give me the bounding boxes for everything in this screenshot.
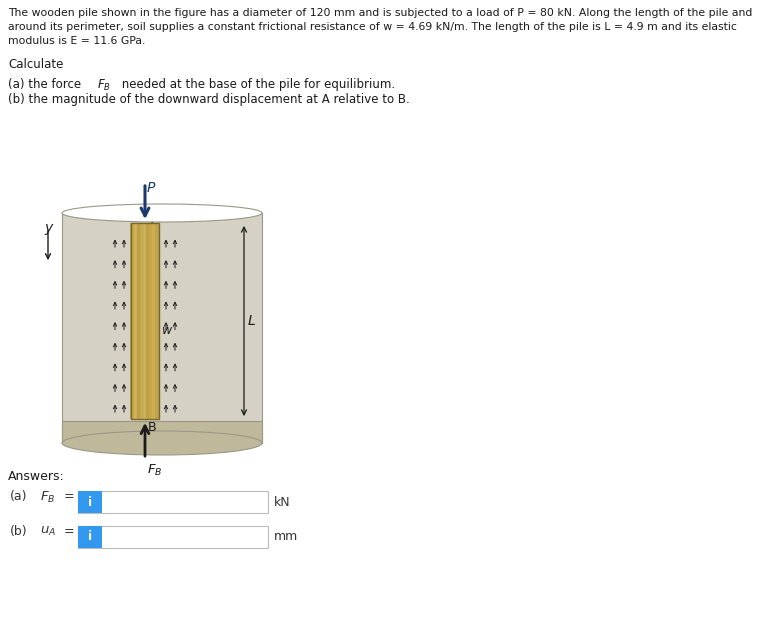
Text: (b): (b) — [10, 525, 28, 538]
Text: kN: kN — [274, 496, 291, 508]
Text: $u_A$: $u_A$ — [40, 525, 56, 538]
Text: around its perimeter, soil supplies a constant frictional resistance of w = 4.69: around its perimeter, soil supplies a co… — [8, 22, 737, 32]
Text: A: A — [148, 221, 157, 234]
Ellipse shape — [62, 431, 262, 455]
Text: $F_B$: $F_B$ — [147, 463, 162, 478]
Bar — [78, 526, 268, 548]
Bar — [62, 213, 262, 443]
Text: Answers:: Answers: — [8, 470, 65, 483]
Text: w: w — [162, 324, 172, 338]
Text: mm: mm — [274, 531, 298, 543]
Bar — [62, 421, 262, 443]
Text: $F_B$: $F_B$ — [40, 490, 55, 505]
Text: needed at the base of the pile for equilibrium.: needed at the base of the pile for equil… — [118, 78, 395, 91]
Text: B: B — [148, 421, 157, 434]
Text: (b) the magnitude of the downward displacement at A relative to B.: (b) the magnitude of the downward displa… — [8, 93, 410, 106]
Text: =: = — [64, 525, 75, 538]
Text: P: P — [147, 181, 155, 195]
Text: The wooden pile shown in the figure has a diameter of 120 mm and is subjected to: The wooden pile shown in the figure has … — [8, 8, 752, 18]
Bar — [78, 491, 268, 513]
Text: modulus is E = 11.6 GPa.: modulus is E = 11.6 GPa. — [8, 36, 145, 46]
Text: y: y — [44, 221, 52, 235]
Bar — [78, 491, 102, 513]
Text: (a) the force: (a) the force — [8, 78, 85, 91]
Text: =: = — [64, 490, 75, 503]
Bar — [130, 223, 160, 419]
Ellipse shape — [62, 204, 262, 222]
Text: L: L — [248, 314, 256, 328]
Text: i: i — [88, 531, 92, 543]
Bar — [131, 223, 159, 419]
Text: i: i — [88, 496, 92, 508]
Text: Calculate: Calculate — [8, 58, 63, 71]
Text: $F_B$: $F_B$ — [97, 78, 111, 93]
Text: (a): (a) — [10, 490, 28, 503]
Bar — [78, 526, 102, 548]
